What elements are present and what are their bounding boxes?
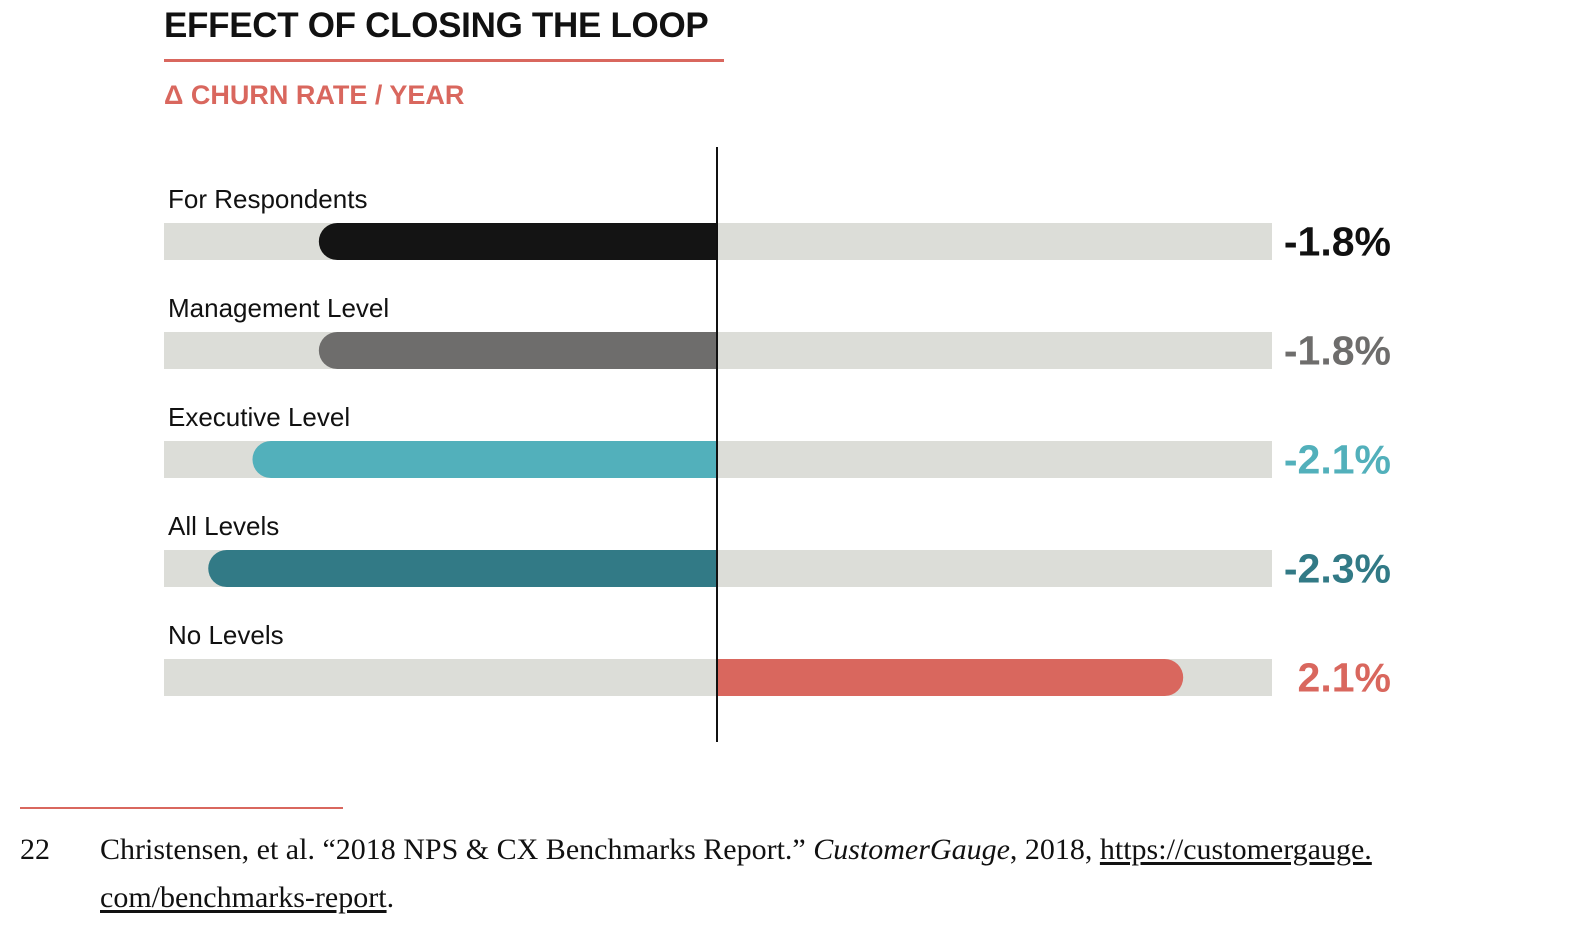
value-label: -1.8%: [1284, 219, 1391, 265]
bar: [318, 223, 717, 260]
footnote-link[interactable]: https://customergauge. com/benchmarks-rep…: [100, 833, 1372, 914]
category-label: All Levels: [168, 511, 279, 541]
category-label: For Respondents: [168, 184, 367, 214]
value-label: 2.1%: [1298, 655, 1391, 701]
value-label: -1.8%: [1284, 328, 1391, 374]
chart-subtitle: Δ CHURN RATE / YEAR: [164, 80, 465, 110]
bar: [252, 441, 717, 478]
footnote-number: 22: [20, 833, 50, 866]
bar: [717, 659, 1184, 696]
value-label: -2.1%: [1284, 437, 1391, 483]
title-underline: [164, 59, 724, 62]
footnote-source: CustomerGauge: [813, 833, 1010, 866]
bar: [208, 550, 717, 587]
bar: [318, 332, 717, 369]
chart-title: EFFECT OF CLOSING THE LOOP: [164, 6, 709, 45]
bar-chart: For Respondents -1.8% Management Level -1.8…: [164, 147, 1391, 742]
footnote-divider: [20, 807, 343, 809]
value-label: -2.3%: [1284, 546, 1391, 592]
footnote-citation: Christensen, et al. “2018 NPS & CX Bench…: [100, 833, 814, 866]
category-label: No Levels: [168, 620, 284, 650]
footnote-text: Christensen, et al. “2018 NPS & CX Bench…: [100, 826, 1560, 922]
category-label: Management Level: [168, 293, 389, 323]
footnote-year: , 2018,: [1009, 833, 1100, 866]
category-label: Executive Level: [168, 402, 350, 432]
footnote-period: .: [386, 881, 395, 914]
